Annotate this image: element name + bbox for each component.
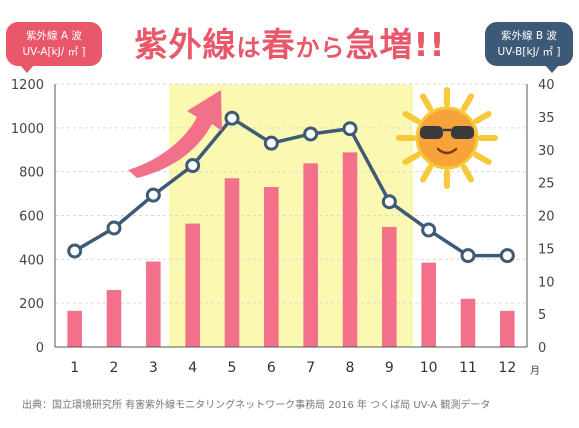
uva-bar — [500, 310, 515, 347]
uvb-point — [421, 222, 437, 238]
sun-smile — [436, 147, 458, 155]
headline-part-5: 急増!! — [345, 25, 446, 64]
x-tick-label: 7 — [306, 360, 315, 376]
headline-part-2: は — [236, 34, 262, 62]
uvb-legend-title: 紫外線 B 波 — [501, 30, 557, 42]
uva-bar — [146, 261, 161, 347]
uva-legend-title: 紫外線 A 波 — [26, 30, 82, 42]
uvb-point — [224, 110, 240, 126]
x-tick-label: 4 — [188, 360, 197, 376]
uvb-line — [73, 116, 508, 258]
headline: 紫外線は春から急増!! — [120, 18, 460, 66]
uva-bar — [460, 298, 476, 347]
x-tick-label: 3 — [149, 360, 158, 376]
right-tick-label: 35 — [538, 111, 555, 126]
uva-bar — [67, 310, 82, 347]
uvb-legend-badge: 紫外線 B 波 UV-B[kJ/ ㎡ ] — [485, 22, 573, 73]
uvb-point — [106, 220, 122, 236]
x-tick-label: 1 — [70, 360, 79, 376]
sun-ray — [461, 164, 474, 183]
uva-bar — [303, 163, 318, 347]
uvb-point — [381, 194, 397, 210]
uvb-point — [342, 121, 358, 137]
uvb-point — [499, 248, 515, 264]
x-tick-label: 2 — [110, 360, 119, 376]
right-tick-label: 0 — [538, 341, 546, 356]
uva-legend-badge: 紫外線 A 波 UV-A[kJ/ ㎡ ] — [6, 22, 102, 73]
right-tick-label: 15 — [538, 242, 555, 257]
headline-part-4: から — [295, 34, 346, 62]
right-tick-label: 5 — [538, 308, 546, 323]
sun-ray — [461, 93, 474, 112]
right-tick-label: 25 — [538, 177, 555, 192]
uvb-point — [67, 243, 83, 259]
uva-legend-unit: UV-A[kJ/ ㎡ ] — [22, 46, 86, 58]
sun-ray — [473, 111, 492, 124]
x-tick-label: 11 — [459, 360, 477, 376]
left-tick-label: 1200 — [11, 78, 44, 93]
uva-bar — [264, 187, 279, 347]
uva-bar — [342, 152, 358, 347]
uva-bar — [185, 223, 200, 347]
headline-part-3: 春 — [261, 25, 296, 64]
x-tick-label: 10 — [420, 360, 438, 376]
sun-ray — [420, 164, 433, 183]
uvb-point — [460, 248, 476, 264]
uva-bar — [382, 226, 397, 347]
left-tick-label: 0 — [36, 341, 44, 356]
uva-bar — [421, 262, 436, 347]
x-tick-label: 6 — [267, 360, 276, 376]
uvb-point — [185, 158, 201, 174]
sun-ray — [473, 152, 492, 165]
upward-arrow-icon — [128, 90, 222, 178]
x-tick-label: 9 — [385, 360, 394, 376]
uvb-legend-unit: UV-B[kJ/ ㎡ ] — [497, 46, 561, 58]
source-note: 出典：国立環境研究所 有害紫外線モニタリングネットワーク事務局 2016 年 つ… — [22, 400, 491, 411]
headline-part-1: 紫外線 — [134, 25, 237, 64]
sunglasses-right-lens — [451, 126, 474, 139]
uvb-point — [263, 135, 279, 151]
sun-ray — [402, 111, 421, 124]
x-tick-label: 8 — [346, 360, 355, 376]
sun-ray — [402, 152, 421, 165]
right-tick-label: 30 — [538, 144, 555, 159]
x-unit-label: 月 — [530, 365, 540, 377]
left-tick-label: 800 — [19, 166, 44, 181]
sun-ray — [420, 93, 433, 112]
uvb-point — [303, 126, 319, 142]
left-tick-label: 200 — [19, 297, 44, 312]
uvb-point — [145, 187, 161, 203]
uva-bar — [106, 290, 122, 347]
sunglasses-left-lens — [420, 126, 443, 139]
uva-bar — [224, 178, 240, 347]
x-tick-label: 5 — [228, 360, 237, 376]
sun-with-sunglasses-icon — [415, 106, 479, 170]
left-tick-label: 400 — [19, 253, 44, 268]
left-tick-label: 1000 — [11, 122, 44, 137]
right-tick-label: 20 — [538, 210, 555, 225]
right-tick-label: 40 — [538, 78, 555, 93]
right-tick-label: 10 — [538, 275, 555, 290]
x-tick-label: 12 — [498, 360, 516, 376]
left-tick-label: 600 — [19, 210, 44, 225]
